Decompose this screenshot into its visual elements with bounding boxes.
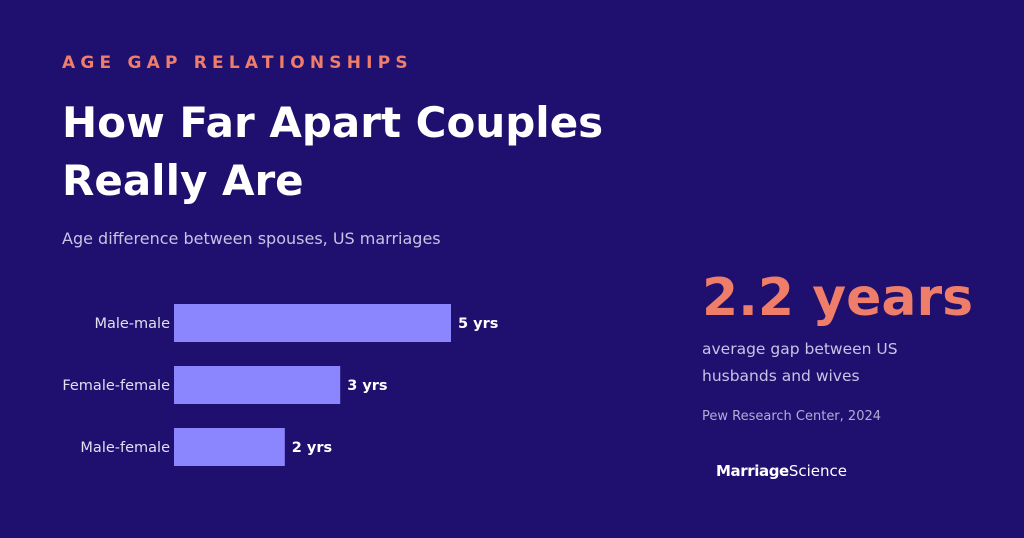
stat-value: 2.2 years (702, 268, 974, 328)
bar (174, 366, 341, 404)
chart-subtitle: Age difference between spouses, US marri… (62, 229, 441, 248)
brand-logo-part-1: Marriage (716, 462, 789, 480)
category-label: Male-male (94, 316, 170, 332)
page-title: How Far Apart Couples Really Are (62, 98, 604, 205)
eyebrow-label: AGE GAP RELATIONSHIPS (62, 53, 413, 73)
bar (174, 304, 451, 342)
source-note: Pew Research Center, 2024 (702, 409, 882, 424)
brand-logo-part-2: Science (788, 462, 847, 480)
category-label: Female-female (62, 378, 170, 394)
bar (174, 428, 285, 466)
value-label: 5 yrs (458, 316, 498, 332)
stat-description: average gap between US husbands and wive… (702, 340, 898, 385)
category-label: Male-female (80, 440, 170, 456)
value-label: 3 yrs (347, 378, 387, 394)
brand-logo: MarriageScience (716, 462, 847, 480)
value-label: 2 yrs (292, 440, 332, 456)
bar-chart: Male-male 5 yrs Female-female 3 yrs Male-fem… (62, 304, 498, 466)
